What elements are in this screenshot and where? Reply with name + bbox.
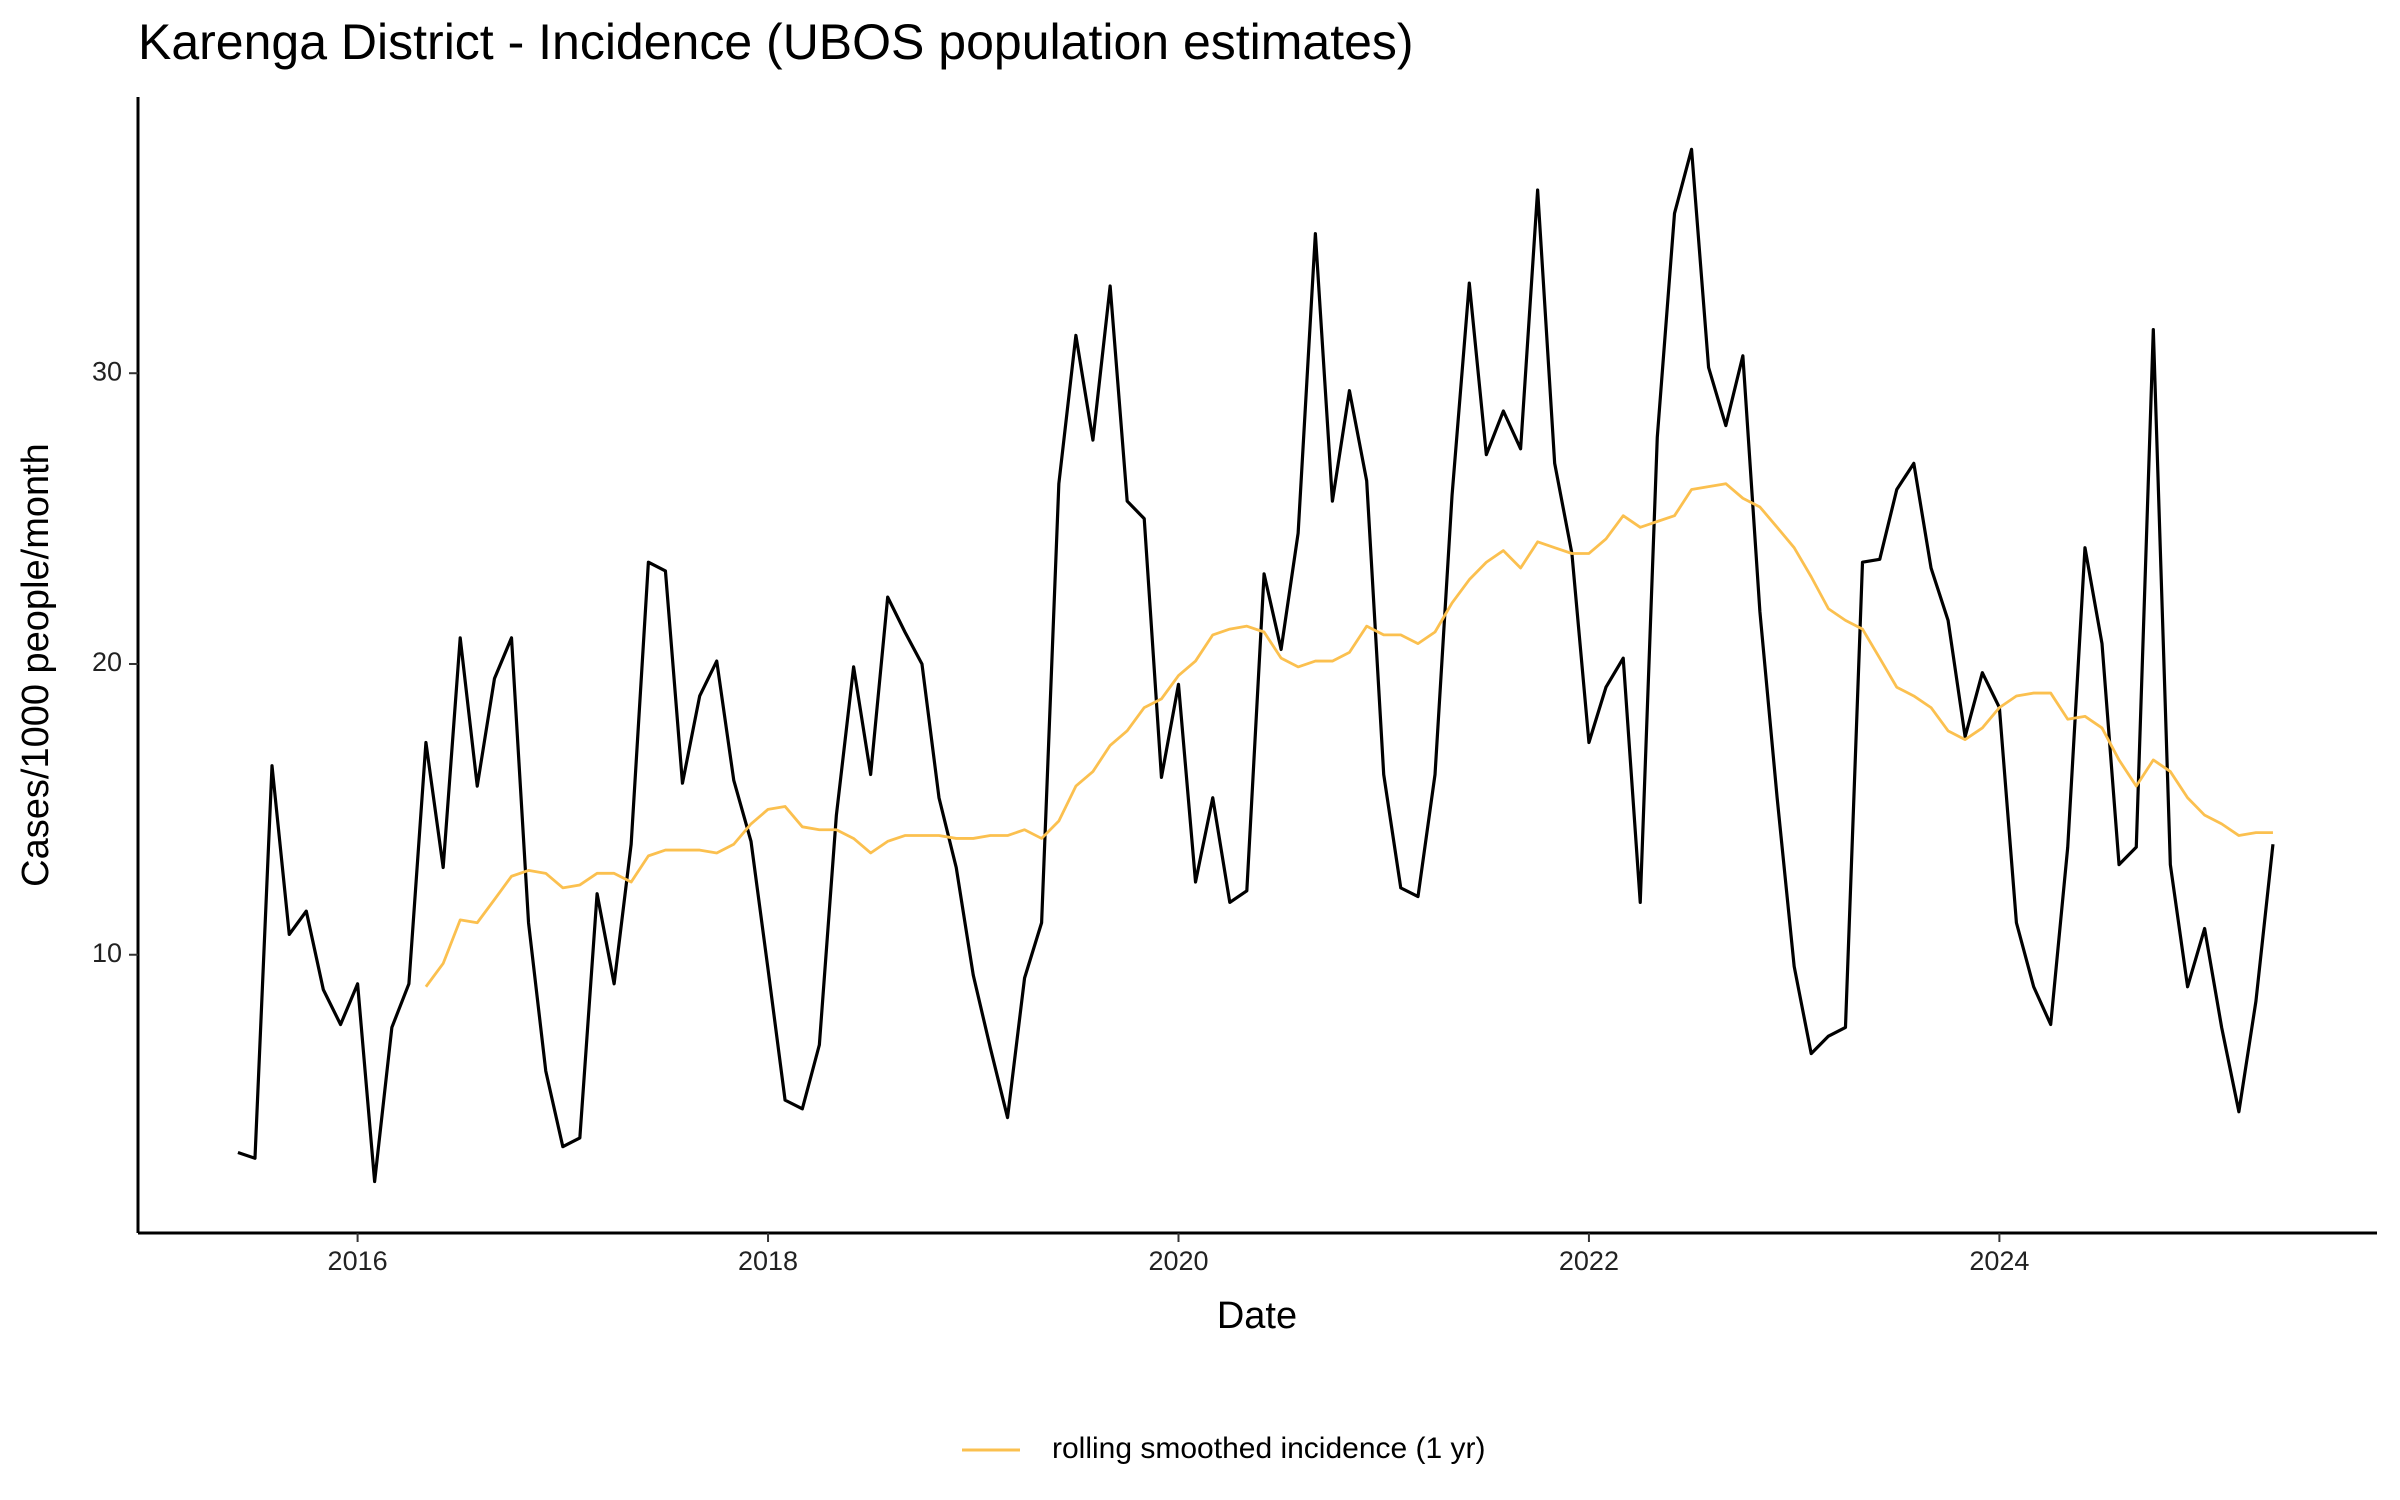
legend-label: rolling smoothed incidence (1 yr) xyxy=(1052,1432,1486,1465)
x-tick-label: 2022 xyxy=(1559,1246,1619,1276)
x-tick-label: 2020 xyxy=(1148,1246,1208,1276)
x-tick-label: 2016 xyxy=(328,1246,388,1276)
y-tick-label: 30 xyxy=(92,356,122,386)
y-tick-label: 20 xyxy=(92,647,122,677)
x-axis-title: Date xyxy=(1217,1295,1297,1337)
chart-title: Karenga District - Incidence (UBOS popul… xyxy=(138,14,1414,70)
line-series xyxy=(424,482,2273,988)
line-series xyxy=(237,147,2275,1184)
y-axis-title: Cases/1000 people/month xyxy=(15,443,57,887)
y-tick-label: 10 xyxy=(92,938,122,968)
x-tick-label: 2018 xyxy=(738,1246,798,1276)
x-tick-label: 2024 xyxy=(1969,1246,2029,1276)
